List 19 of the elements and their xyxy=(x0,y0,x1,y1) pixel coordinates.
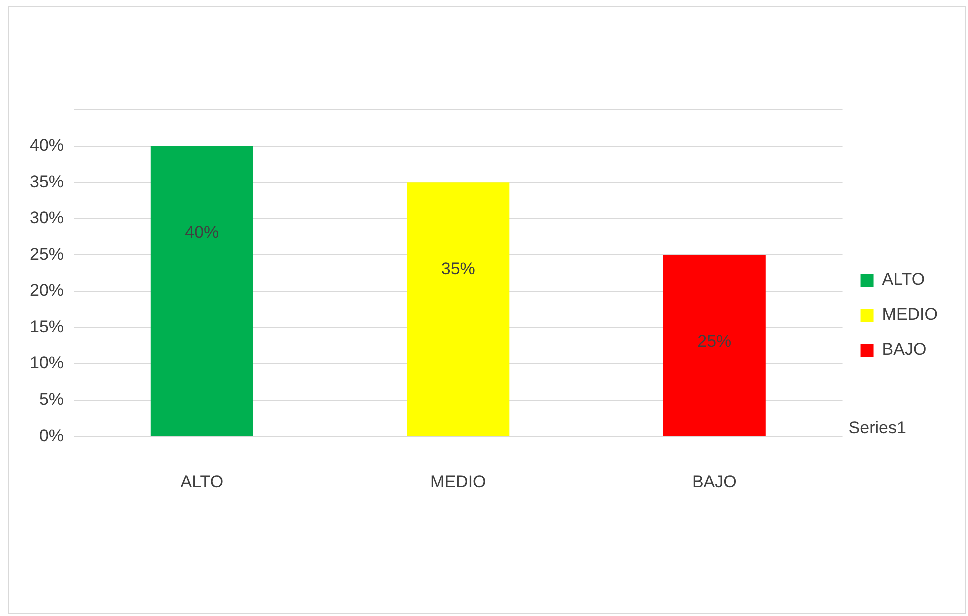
y-tick-label: 35% xyxy=(30,172,64,192)
y-tick-label: 30% xyxy=(30,208,64,228)
y-tick-label: 20% xyxy=(30,281,64,300)
data-label: 25% xyxy=(698,332,732,351)
legend-label: BAJO xyxy=(882,340,927,360)
y-tick-label: 0% xyxy=(39,426,64,446)
data-label: 40% xyxy=(185,222,220,242)
x-tick-label: MEDIO xyxy=(430,472,486,492)
y-tick-label: 10% xyxy=(30,354,64,373)
y-tick-label: 5% xyxy=(39,390,64,409)
x-tick-label: BAJO xyxy=(692,472,737,492)
legend-label: ALTO xyxy=(882,270,926,290)
legend-label: MEDIO xyxy=(882,305,938,324)
y-tick-label: 15% xyxy=(30,317,64,336)
y-tick-label: 25% xyxy=(30,244,64,264)
text: Series1 xyxy=(848,418,906,438)
data-label: 35% xyxy=(441,259,476,278)
x-tick-label: ALTO xyxy=(180,472,224,492)
y-tick-label: 40% xyxy=(30,136,64,155)
